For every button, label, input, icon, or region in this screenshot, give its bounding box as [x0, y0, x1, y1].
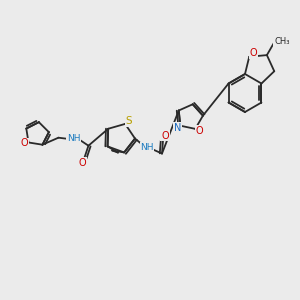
Text: O: O: [161, 130, 169, 140]
Text: N: N: [174, 123, 181, 133]
Text: NH: NH: [67, 134, 80, 143]
Text: S: S: [126, 116, 132, 126]
Text: O: O: [249, 48, 257, 58]
Text: NH: NH: [140, 143, 154, 152]
Text: O: O: [79, 158, 86, 168]
Text: CH₃: CH₃: [274, 38, 289, 46]
Text: O: O: [196, 126, 203, 136]
Text: O: O: [21, 139, 28, 148]
